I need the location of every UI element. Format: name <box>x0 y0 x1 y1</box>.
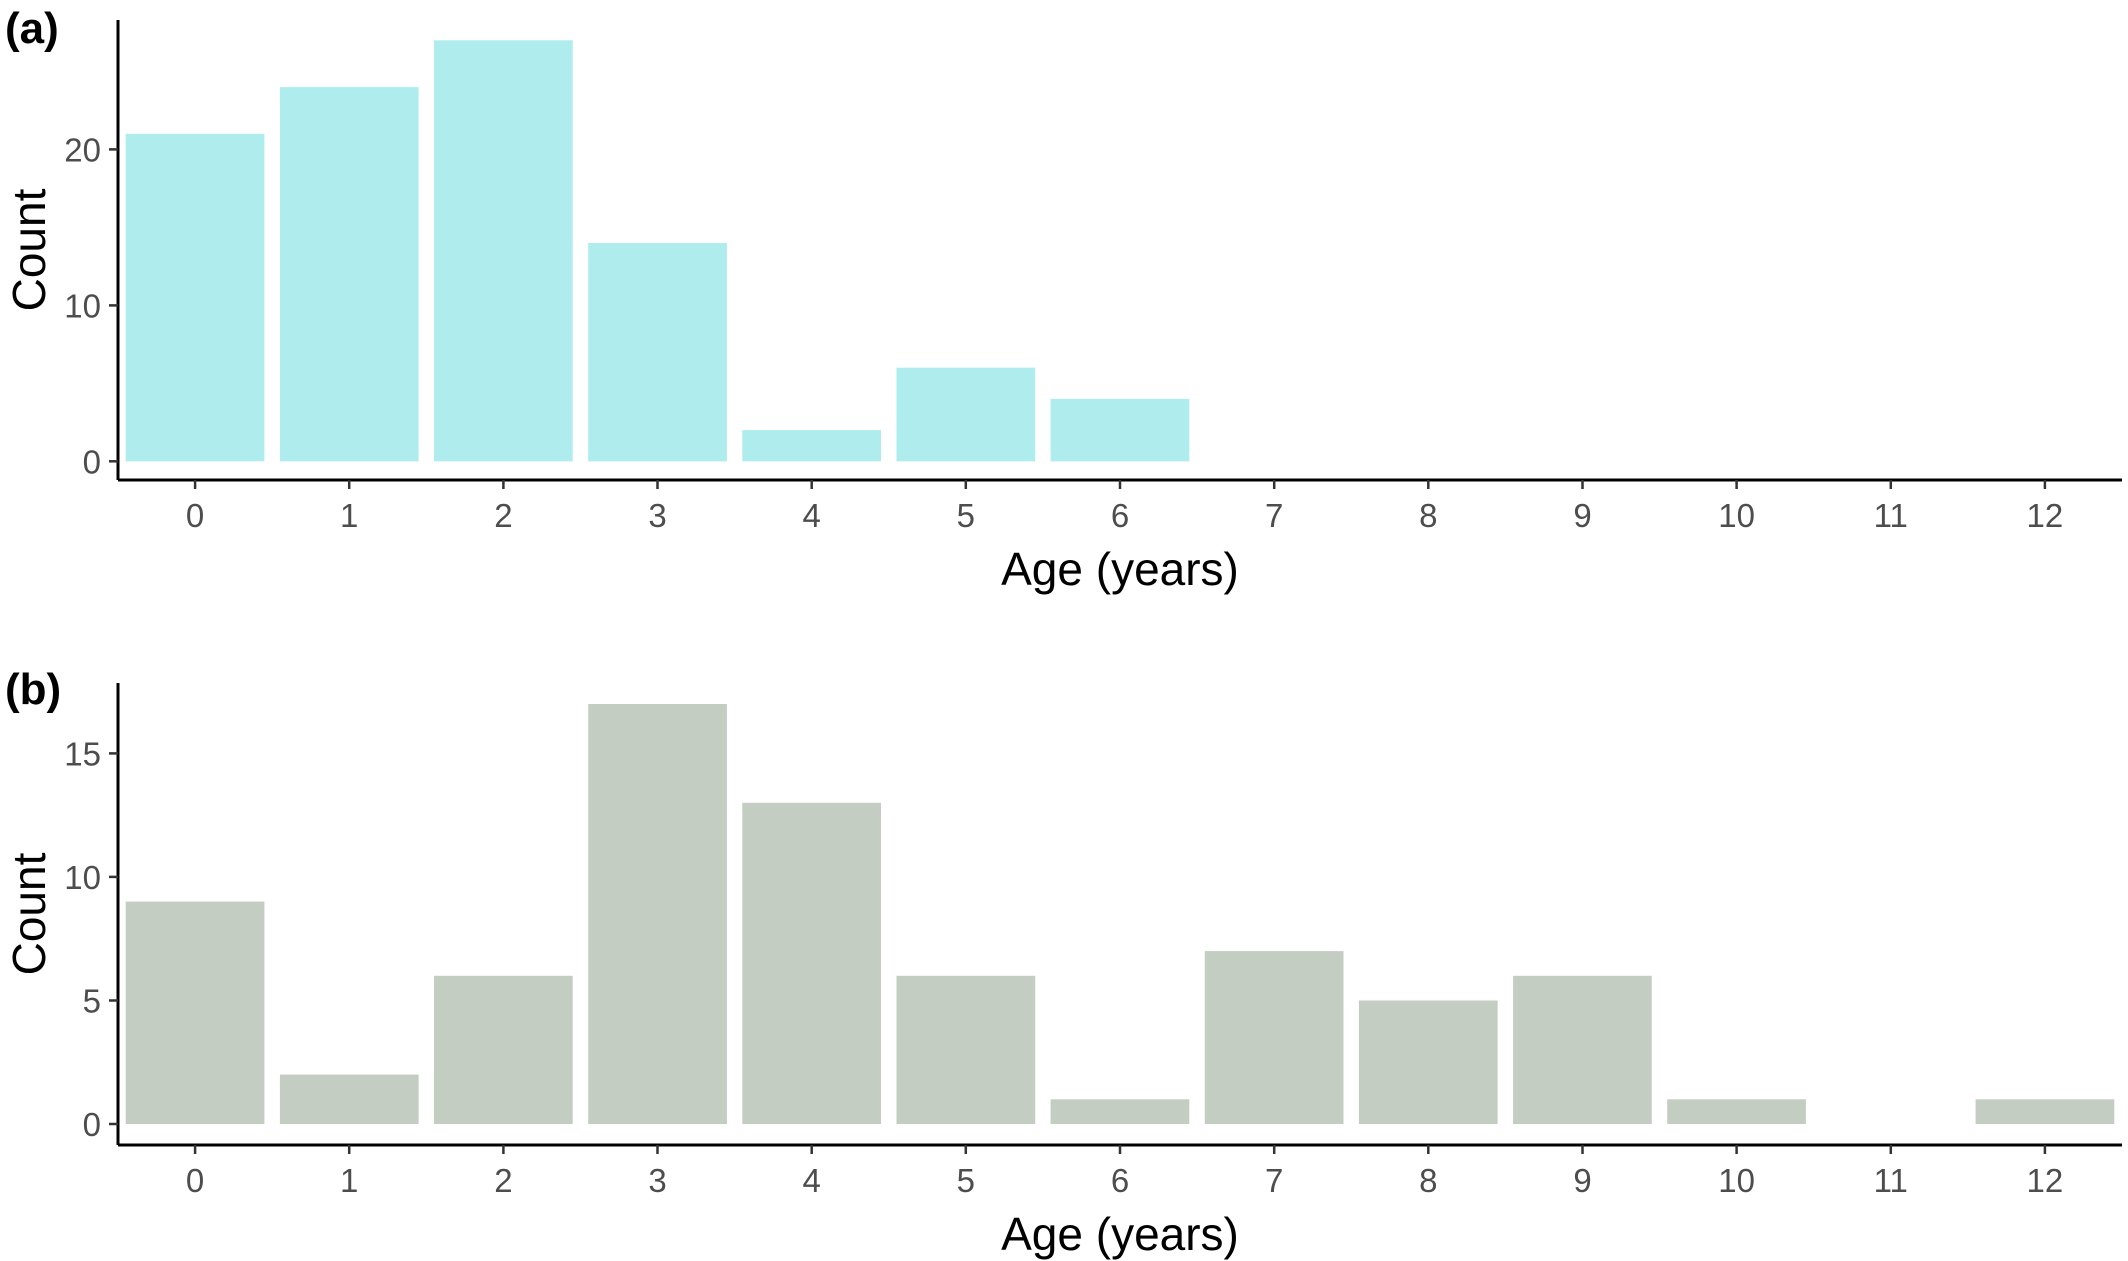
x-tick-label: 9 <box>1573 1162 1591 1199</box>
bar-age-10 <box>1667 1099 1806 1124</box>
panel-a-y-ticks: 0 10 20 <box>64 131 118 480</box>
bar-age-5 <box>896 975 1036 1124</box>
bar-age-1 <box>279 1074 419 1124</box>
x-tick-label: 6 <box>1111 497 1129 534</box>
x-tick-label: 1 <box>340 1162 358 1199</box>
bar-age-12 <box>1975 1099 2115 1124</box>
x-tick-label: 7 <box>1265 1162 1283 1199</box>
x-tick-label: 3 <box>648 497 666 534</box>
y-tick-label: 20 <box>64 131 101 168</box>
bar-age-5 <box>896 367 1036 462</box>
bar-age-6 <box>1050 398 1190 462</box>
x-tick-label: 0 <box>186 1162 204 1199</box>
x-tick-label: 12 <box>2027 497 2064 534</box>
bar-age-2 <box>434 40 573 462</box>
bar-age-7 <box>1204 951 1344 1124</box>
bar-age-1 <box>279 87 419 462</box>
bar-age-2 <box>434 975 573 1124</box>
x-tick-label: 11 <box>1874 497 1908 534</box>
panel-a-x-axis-title: Age (years) <box>1001 543 1239 595</box>
x-tick-label: 1 <box>340 497 358 534</box>
panel-b-x-ticks: 0 1 2 3 4 5 6 7 8 9 10 11 12 <box>186 1145 2063 1199</box>
x-tick-label: 10 <box>1718 497 1755 534</box>
bar-age-9 <box>1513 975 1652 1124</box>
bar-age-0 <box>125 901 265 1124</box>
x-tick-label: 4 <box>803 1162 821 1199</box>
panel-b-y-ticks: 0 5 10 15 <box>64 735 118 1143</box>
panel-b-label: (b) <box>5 665 61 714</box>
panel-a-label: (a) <box>5 4 59 53</box>
bar-age-4 <box>742 430 881 462</box>
x-tick-label: 5 <box>957 497 975 534</box>
y-tick-label: 0 <box>83 1106 101 1143</box>
bar-age-3 <box>588 243 727 462</box>
y-tick-label: 10 <box>64 859 101 896</box>
x-tick-label: 5 <box>957 1162 975 1199</box>
x-tick-label: 6 <box>1111 1162 1129 1199</box>
x-tick-label: 0 <box>186 497 204 534</box>
x-tick-label: 2 <box>494 1162 512 1199</box>
y-tick-label: 5 <box>83 983 101 1020</box>
panel-a-y-axis-title: Count <box>3 188 55 311</box>
x-tick-label: 7 <box>1265 497 1283 534</box>
x-tick-label: 3 <box>648 1162 666 1199</box>
y-tick-label: 15 <box>64 735 101 772</box>
bar-age-3 <box>588 704 727 1124</box>
x-tick-label: 12 <box>2027 1162 2064 1199</box>
x-tick-label: 9 <box>1573 497 1591 534</box>
panel-a-x-ticks: 0 1 2 3 4 5 6 7 8 9 10 11 12 <box>186 480 2063 534</box>
bar-age-0 <box>125 133 265 462</box>
bar-age-4 <box>742 802 881 1124</box>
x-tick-label: 11 <box>1874 1162 1908 1199</box>
panel-b-bars <box>125 704 2115 1124</box>
bar-age-6 <box>1050 1099 1190 1124</box>
bar-age-8 <box>1358 1000 1498 1124</box>
x-tick-label: 4 <box>803 497 821 534</box>
x-tick-label: 8 <box>1419 497 1437 534</box>
y-tick-label: 0 <box>83 443 101 480</box>
panel-b-x-axis-title: Age (years) <box>1001 1208 1239 1260</box>
panel-b-y-axis-title: Count <box>3 852 55 975</box>
x-tick-label: 10 <box>1718 1162 1755 1199</box>
y-tick-label: 10 <box>64 287 101 324</box>
panel-a-bars <box>125 40 1190 462</box>
x-tick-label: 2 <box>494 497 512 534</box>
x-tick-label: 8 <box>1419 1162 1437 1199</box>
